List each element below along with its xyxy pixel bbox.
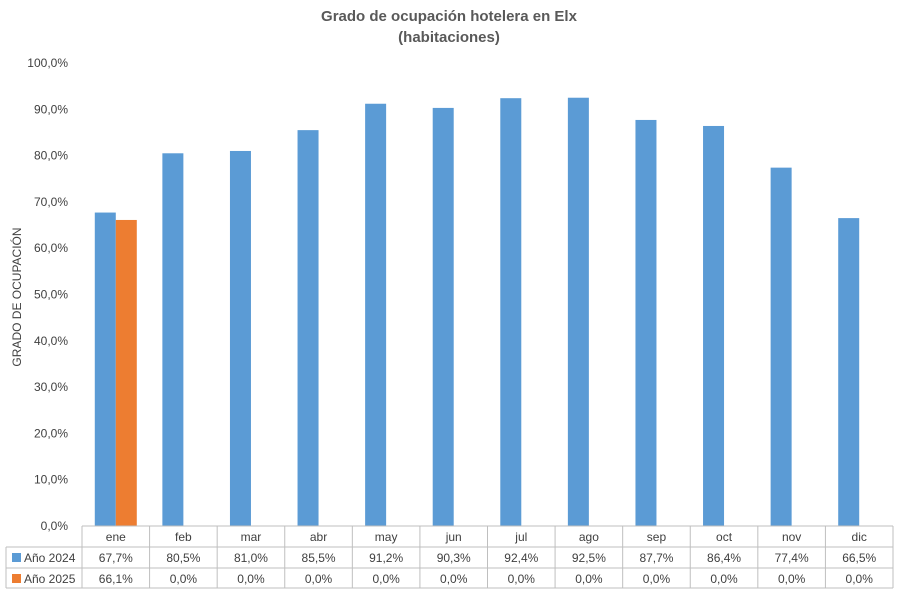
y-tick-label: 20,0% — [34, 426, 68, 440]
data-label: 92,5% — [572, 551, 606, 565]
bar-2024-ene — [94, 212, 116, 526]
y-tick-label: 30,0% — [34, 380, 68, 394]
data-label: 86,4% — [707, 551, 741, 565]
data-label: 0,0% — [710, 572, 738, 586]
y-tick-label: 60,0% — [34, 241, 68, 255]
bar-2025-ene — [115, 219, 137, 526]
data-label: 80,5% — [166, 551, 200, 565]
data-label: 92,4% — [504, 551, 538, 565]
data-label: 0,0% — [778, 572, 806, 586]
bar-2024-oct — [703, 125, 725, 526]
bar-2024-jun — [432, 107, 454, 526]
data-label: 77,4% — [775, 551, 809, 565]
chart-subtitle: (habitaciones) — [398, 29, 500, 46]
bar-2024-nov — [770, 167, 792, 526]
x-tick-label: sep — [647, 530, 667, 544]
x-tick-label: mar — [241, 530, 262, 544]
legend-key-2024 — [12, 553, 21, 562]
data-label: 91,2% — [369, 551, 403, 565]
bar-2024-mar — [229, 150, 251, 526]
y-tick-label: 0,0% — [41, 519, 69, 533]
y-tick-label: 50,0% — [34, 288, 68, 302]
legend-label: Año 2025 — [24, 572, 76, 586]
bar-2024-sep — [635, 119, 657, 526]
x-tick-label: feb — [175, 530, 192, 544]
data-label: 0,0% — [440, 572, 468, 586]
data-label: 87,7% — [639, 551, 673, 565]
data-label: 66,1% — [99, 572, 133, 586]
data-label: 0,0% — [846, 572, 874, 586]
data-label: 81,0% — [234, 551, 268, 565]
bar-2024-feb — [162, 153, 184, 526]
data-label: 0,0% — [237, 572, 265, 586]
x-tick-label: nov — [782, 530, 801, 544]
data-label: 90,3% — [437, 551, 471, 565]
data-label: 0,0% — [508, 572, 536, 586]
y-tick-label: 90,0% — [34, 102, 68, 116]
x-tick-label: jul — [514, 530, 527, 544]
x-tick-label: oct — [716, 530, 733, 544]
bar-2024-dic — [838, 218, 860, 527]
x-tick-label: may — [375, 530, 398, 544]
bar-2024-jul — [500, 98, 522, 527]
bar-2024-ago — [567, 97, 589, 526]
y-tick-label: 10,0% — [34, 473, 68, 487]
legend-label: Año 2024 — [24, 551, 76, 565]
y-tick-label: 40,0% — [34, 334, 68, 348]
data-label: 85,5% — [302, 551, 336, 565]
chart-title: Grado de ocupación hotelera en Elx — [321, 8, 577, 25]
data-label: 0,0% — [170, 572, 198, 586]
x-tick-label: dic — [852, 530, 867, 544]
x-tick-label: abr — [310, 530, 327, 544]
data-label: 0,0% — [643, 572, 671, 586]
y-tick-label: 70,0% — [34, 195, 68, 209]
data-label: 67,7% — [99, 551, 133, 565]
bar-2024-may — [365, 103, 387, 526]
x-tick-label: jun — [445, 530, 462, 544]
x-tick-label: ago — [579, 530, 599, 544]
data-label: 0,0% — [372, 572, 400, 586]
data-label: 66,5% — [842, 551, 876, 565]
data-label: 0,0% — [305, 572, 333, 586]
legend-key-2025 — [12, 574, 21, 583]
bar-2024-abr — [297, 130, 319, 526]
y-tick-label: 80,0% — [34, 149, 68, 163]
x-tick-label: ene — [106, 530, 126, 544]
y-tick-label: 100,0% — [27, 56, 68, 70]
data-label: 0,0% — [575, 572, 603, 586]
